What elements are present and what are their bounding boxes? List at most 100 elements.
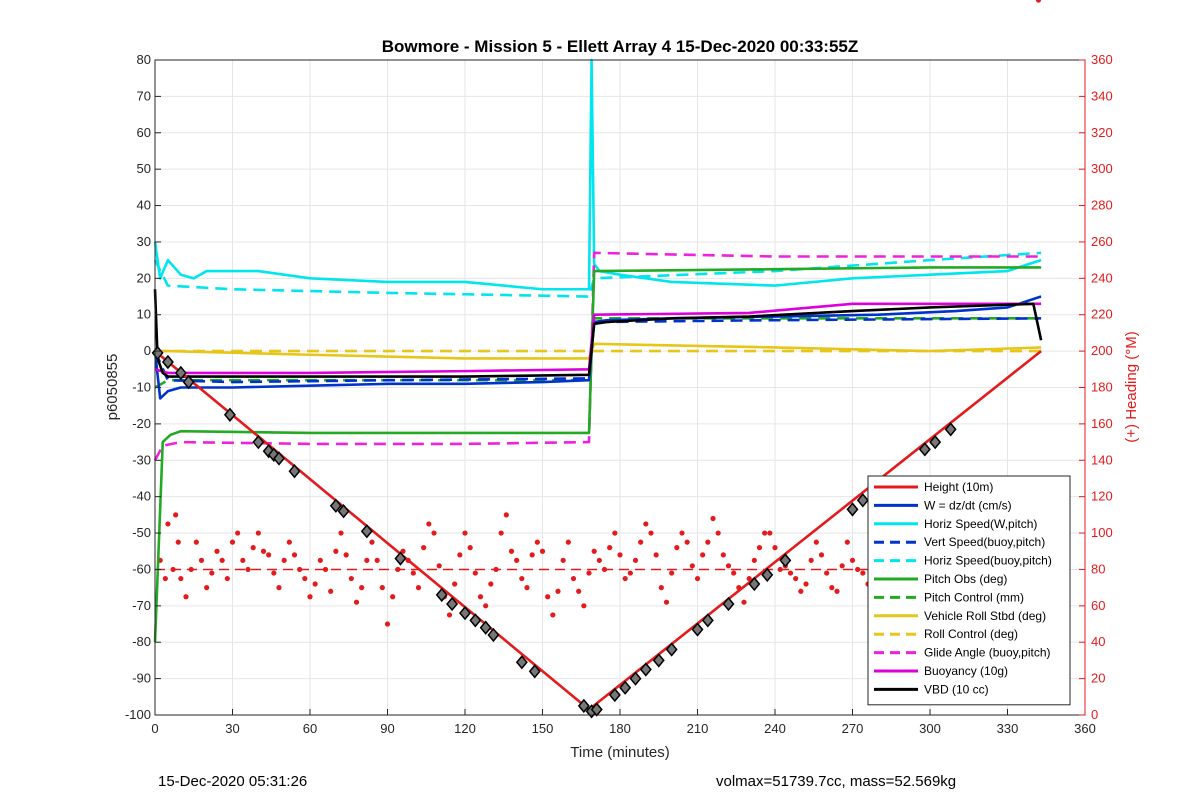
heading-point [374, 557, 380, 563]
y-tick-label: 30 [137, 234, 151, 249]
heading-point [576, 588, 582, 594]
heading-point [622, 575, 628, 582]
y2-tick-label: 100 [1091, 525, 1113, 540]
heading-point [170, 566, 176, 573]
marker-point [608, 687, 621, 703]
marker-point [394, 551, 407, 566]
heading-point [855, 566, 861, 573]
marker-point [515, 655, 528, 670]
heading-point [849, 557, 856, 563]
heading-point [731, 570, 737, 576]
heading-point [224, 575, 230, 582]
heading-point [472, 570, 478, 576]
heading-point [669, 570, 675, 576]
heading-point [353, 599, 360, 605]
marker-point [487, 627, 500, 643]
y-tick-label: -80 [132, 634, 151, 649]
heading-point [452, 581, 458, 587]
heading-point [684, 539, 690, 545]
x-tick-label: 180 [609, 721, 631, 736]
heading-point [560, 557, 566, 563]
heading-point [596, 557, 602, 563]
heading-point [627, 570, 633, 576]
heading-point [725, 563, 732, 569]
y-tick-label: 60 [137, 125, 151, 140]
heading-point [787, 570, 794, 576]
heading-point [539, 548, 546, 554]
y2-tick-label: 240 [1091, 270, 1113, 285]
heading-point [524, 585, 530, 591]
heading-point [555, 588, 561, 594]
heading-point [643, 521, 649, 527]
heading-point [477, 594, 484, 600]
x-tick-label: 60 [303, 721, 317, 736]
heading-point [400, 548, 406, 554]
heading-point [663, 599, 670, 605]
heading-point [1035, 0, 1042, 3]
heading-point [395, 566, 401, 573]
heading-point [162, 575, 168, 582]
heading-point [746, 575, 752, 582]
heading-point [793, 575, 799, 582]
y-axis-label: p6050855 [104, 354, 121, 421]
heading-point [183, 594, 189, 600]
y2-tick-label: 20 [1091, 671, 1105, 686]
heading-point [839, 563, 845, 569]
x-tick-label: 120 [454, 721, 476, 736]
marker-point [619, 680, 632, 695]
heading-point [281, 557, 287, 563]
heading-point [844, 539, 850, 545]
heading-point [674, 545, 680, 551]
legend-label: Roll Control (deg) [924, 627, 1018, 641]
heading-point [229, 539, 236, 545]
heading-point [307, 594, 313, 600]
heading-point [493, 566, 499, 573]
heading-point [813, 539, 819, 545]
heading-point [462, 530, 468, 536]
heading-point [860, 570, 866, 576]
x-tick-label: 150 [532, 721, 554, 736]
heading-point [390, 594, 396, 600]
heading-point [601, 566, 608, 573]
legend-label: Pitch Control (mm) [924, 590, 1024, 604]
heading-point [612, 530, 618, 536]
y2-tick-label: 300 [1091, 161, 1113, 176]
series-line [153, 317, 1042, 384]
marker-point [288, 464, 301, 479]
heading-point [503, 512, 509, 518]
marker-point [701, 613, 714, 628]
marker-point [856, 493, 869, 508]
x-tick-label: 300 [919, 721, 941, 736]
marker-point [918, 442, 931, 457]
heading-point [193, 539, 199, 545]
marker-point [590, 702, 603, 717]
y-axis-right: 0 20 40 60 80 100 120 140 160 180 200 220 240 260 280 3… [1079, 52, 1113, 722]
x-tick-label: 0 [151, 721, 158, 736]
marker-point [360, 524, 373, 539]
series-line [153, 251, 1042, 461]
marker-point [182, 374, 195, 390]
heading-point [803, 581, 809, 587]
heading-point [741, 599, 747, 605]
heading-point [266, 552, 272, 558]
x-tick-label: 90 [380, 721, 394, 736]
heading-point [581, 603, 587, 609]
y-tick-label: 70 [137, 88, 151, 103]
y-tick-label: -30 [132, 452, 151, 467]
heading-point [204, 585, 210, 591]
heading-point [198, 557, 205, 563]
marker-point [161, 354, 174, 370]
marker-point [479, 620, 492, 635]
series-line [153, 295, 1042, 400]
y2-tick-label: 260 [1091, 234, 1113, 249]
y-tick-label: -50 [132, 525, 151, 540]
y2-tick-label: 200 [1091, 343, 1113, 358]
heading-point [818, 552, 825, 558]
y-tick-label: -20 [132, 416, 151, 431]
heading-point [756, 545, 763, 551]
x-tick-label: 360 [1074, 721, 1096, 736]
marker-point [761, 567, 774, 583]
heading-point [829, 585, 835, 591]
x-tick-label: 210 [687, 721, 709, 736]
heading-point [359, 585, 365, 591]
